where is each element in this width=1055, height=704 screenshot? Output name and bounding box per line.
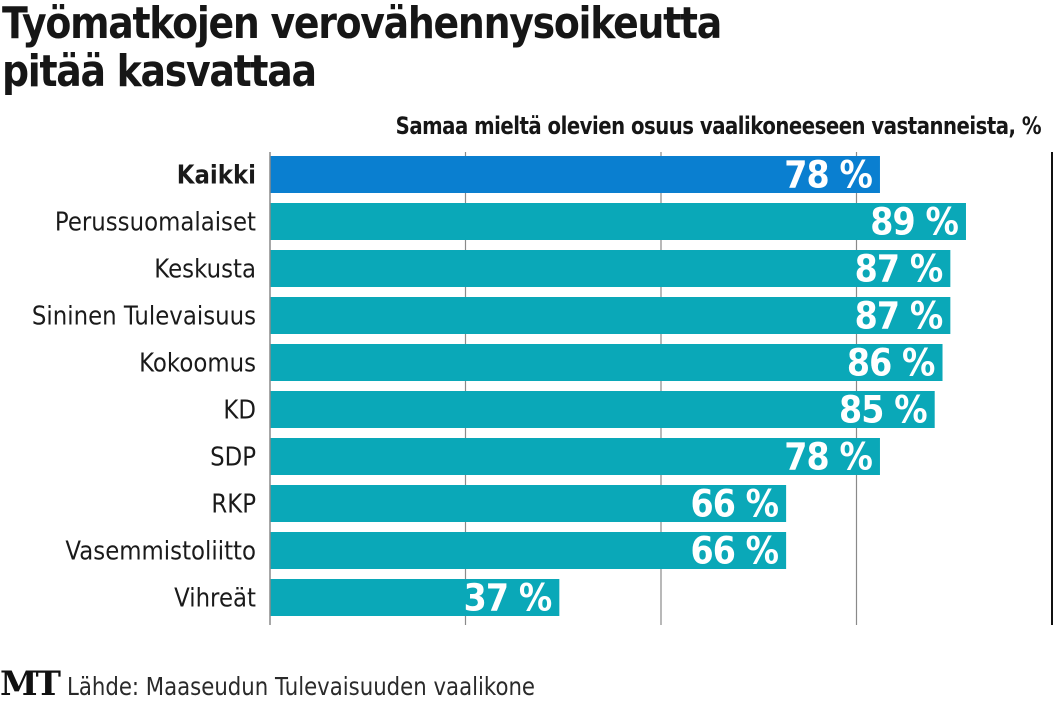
chart-title-line-2: pitää kasvattaa (2, 46, 317, 97)
chart-title-line-1: Työmatkojen verovähennysoikeutta (2, 0, 722, 49)
value-label: 86 % (847, 342, 935, 385)
bar-kd (270, 391, 935, 428)
category-label: Vasemmistoliitto (65, 535, 256, 566)
bar-kokoomus (270, 344, 943, 381)
bar-vasemmistoliitto (270, 532, 787, 569)
category-label: Kokoomus (139, 347, 256, 378)
value-label: 66 % (690, 530, 778, 573)
bar-sdp (270, 438, 880, 475)
category-label: SDP (210, 441, 256, 472)
chart-title: Työmatkojen verovähennysoikeutta pitää k… (2, 0, 722, 97)
bar-kaikki (270, 156, 880, 193)
mt-logo: MT (0, 664, 61, 704)
category-label: Vihreät (174, 582, 256, 613)
value-label: 89 % (870, 201, 958, 244)
category-label: Keskusta (154, 253, 256, 284)
category-label: Perussuomalaiset (55, 206, 257, 237)
source-note: Lähde: Maaseudun Tulevaisuuden vaalikone (66, 672, 535, 701)
bar-rkp (270, 485, 787, 522)
value-label: 87 % (855, 248, 943, 291)
category-label: KD (223, 394, 256, 425)
value-label: 66 % (690, 483, 778, 526)
value-label: 85 % (839, 389, 927, 432)
value-labels: 78 %89 %87 %87 %86 %85 %78 %66 %66 %37 % (464, 154, 960, 620)
category-labels: Kaikki Perussuomalaiset Keskusta Sininen Tu… (32, 159, 256, 613)
bar-keskusta (270, 250, 951, 287)
category-label: RKP (211, 488, 256, 519)
value-label: 37 % (464, 577, 552, 620)
value-label: 87 % (855, 295, 943, 338)
value-label: 78 % (784, 154, 872, 197)
footer: MT Lähde: Maaseudun Tulevaisuuden vaalik… (0, 664, 618, 704)
category-label: Sininen Tulevaisuus (32, 300, 256, 331)
bar-sininen-tulevaisuus (270, 297, 951, 334)
bar-vihreät (270, 579, 560, 616)
bars (270, 156, 966, 616)
bar-perussuomalaiset (270, 203, 966, 240)
value-label: 78 % (784, 436, 872, 479)
chart-subtitle: Samaa mieltä olevien osuus vaalikoneesee… (395, 112, 1042, 140)
category-label: Kaikki (177, 159, 256, 190)
